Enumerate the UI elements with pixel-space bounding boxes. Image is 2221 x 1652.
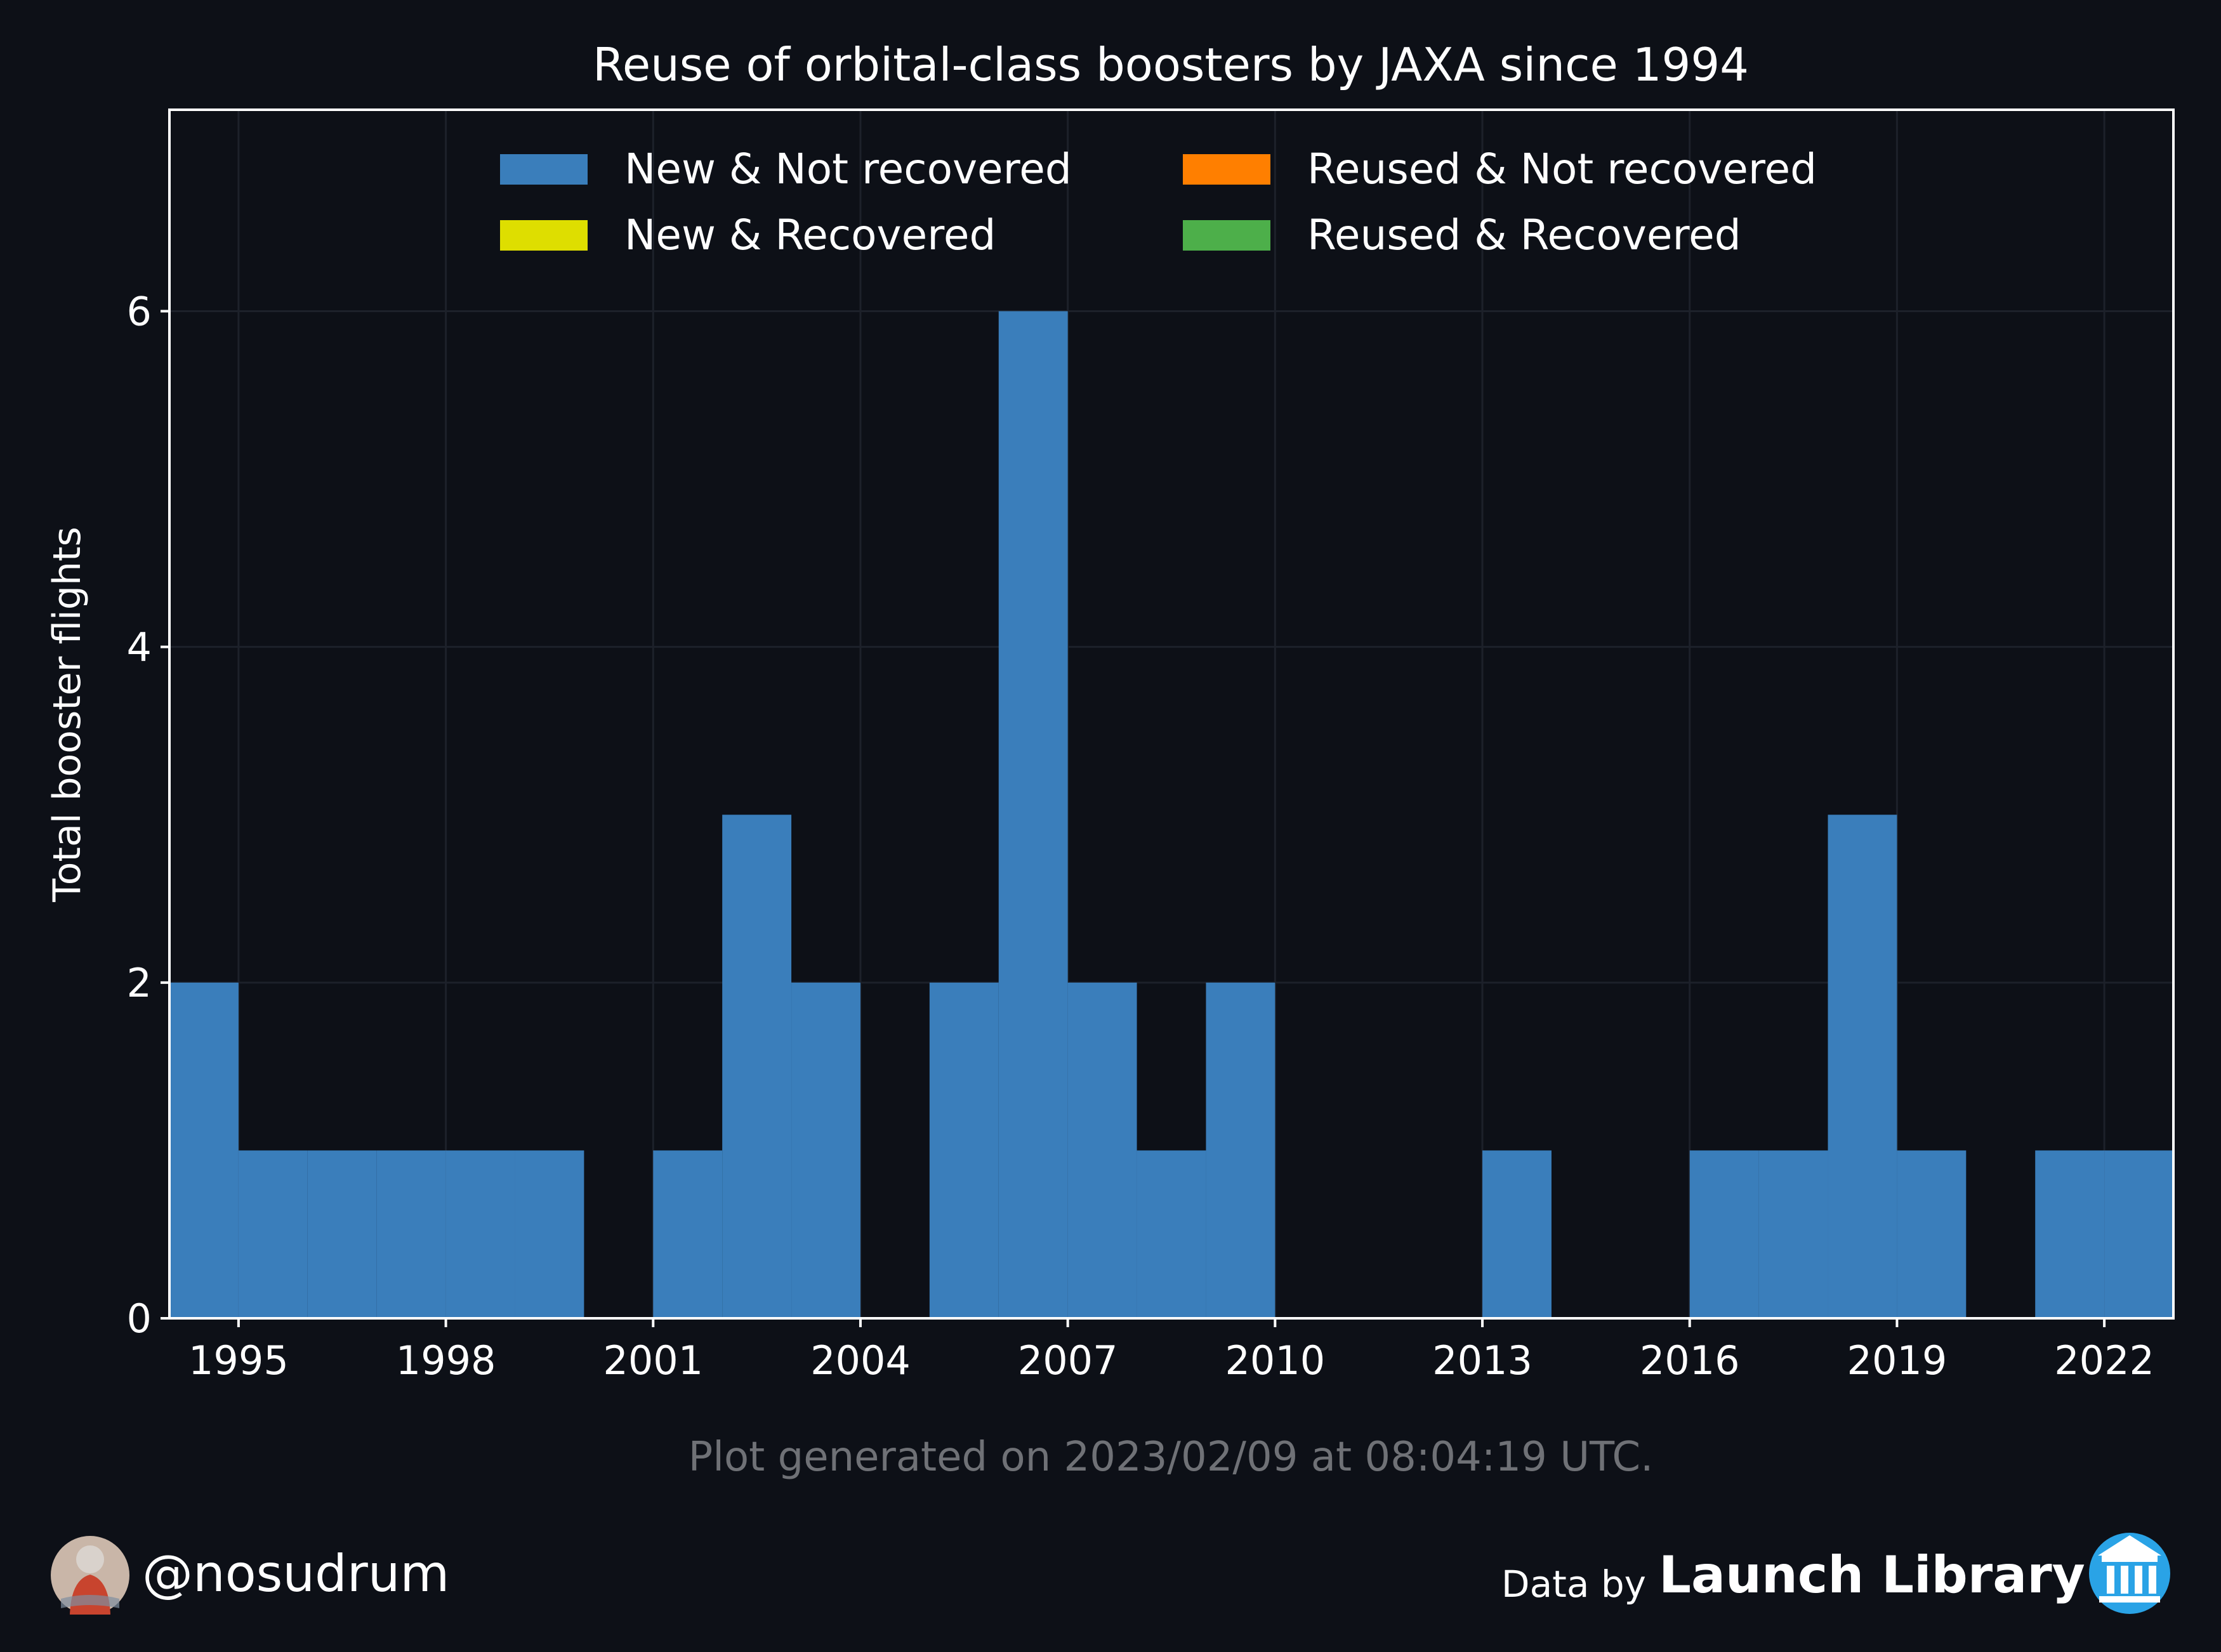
bar xyxy=(1828,815,1897,1318)
author-handle: @nosudrum xyxy=(142,1544,449,1603)
y-axis-label: Total booster flights xyxy=(45,527,89,903)
bar xyxy=(1482,1150,1552,1318)
bar xyxy=(1206,982,1275,1318)
bar xyxy=(1137,1150,1206,1318)
astronaut-avatar xyxy=(51,1536,129,1615)
bar xyxy=(376,1150,446,1318)
x-tick-label: 2022 xyxy=(2054,1337,2154,1384)
bar xyxy=(238,1150,308,1318)
legend-swatch xyxy=(500,154,588,185)
bar xyxy=(307,1150,377,1318)
x-tick-label: 2019 xyxy=(1847,1337,1947,1384)
legend-label: New & Not recovered xyxy=(624,145,1072,193)
source-name: Launch Library 2 xyxy=(1659,1545,2138,1604)
bars-group xyxy=(169,311,2173,1318)
y-axis-ticks: 0 2 4 6 xyxy=(127,289,169,1342)
bar xyxy=(929,982,999,1318)
bar xyxy=(2035,1150,2105,1318)
bar xyxy=(445,1150,515,1318)
y-tick-label: 0 xyxy=(127,1295,152,1342)
chart-title: Reuse of orbital-class boosters by JAXA … xyxy=(593,38,1749,91)
x-tick-label: 2010 xyxy=(1225,1337,1325,1384)
bar xyxy=(169,982,239,1318)
legend: New & Not recovered New & Recovered Reused… xyxy=(500,145,1817,259)
bar xyxy=(791,982,860,1318)
bar xyxy=(653,1150,723,1318)
x-tick-label: 2016 xyxy=(1640,1337,1740,1384)
x-tick-label: 2007 xyxy=(1018,1337,1118,1384)
bar xyxy=(515,1150,584,1318)
x-tick-label: 2013 xyxy=(1432,1337,1532,1384)
x-axis-ticks: 1995 1998 2001 2004 2007 2010 2013 2016 2019 2022 xyxy=(188,1318,2154,1384)
y-tick-label: 6 xyxy=(127,289,152,335)
legend-label: Reused & Recovered xyxy=(1307,211,1741,259)
x-tick-label: 1995 xyxy=(188,1337,289,1384)
generated-timestamp: Plot generated on 2023/02/09 at 08:04:19… xyxy=(689,1434,1654,1481)
y-tick-label: 4 xyxy=(127,624,152,671)
bar xyxy=(1689,1150,1759,1318)
bar xyxy=(1897,1150,1967,1318)
legend-label: New & Recovered xyxy=(624,211,996,259)
x-tick-label: 2004 xyxy=(810,1337,911,1384)
legend-swatch xyxy=(500,220,588,251)
bar xyxy=(1758,1150,1828,1318)
legend-swatch xyxy=(1183,154,1270,185)
bar xyxy=(1067,982,1137,1318)
bar xyxy=(722,815,792,1318)
x-tick-label: 1998 xyxy=(396,1337,496,1384)
y-tick-label: 2 xyxy=(127,960,152,1006)
x-tick-label: 2001 xyxy=(603,1337,703,1384)
data-by-label: Data by xyxy=(1501,1563,1646,1606)
plot-frame xyxy=(168,108,2175,1320)
bar xyxy=(998,311,1068,1318)
bar xyxy=(2104,1150,2173,1318)
legend-swatch xyxy=(1183,220,1270,251)
legend-label: Reused & Not recovered xyxy=(1307,145,1817,193)
launch-library-logo xyxy=(2089,1533,2170,1614)
